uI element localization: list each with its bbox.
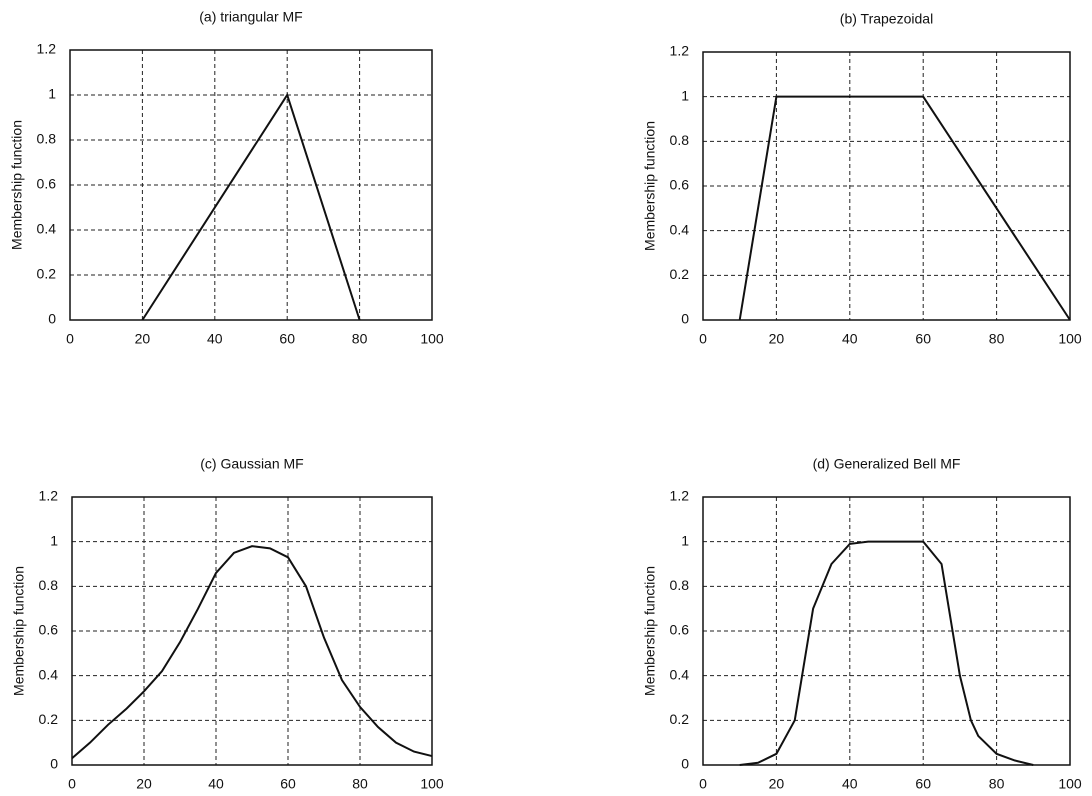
figure: (a) triangular MF Membership function 0 0.2… [0,0,1092,796]
x-tick-label: 20 [769,331,785,347]
x-tick-label: 60 [280,776,296,792]
x-tick-label: 0 [68,776,76,792]
y-tick-label: 1.2 [670,488,690,504]
y-tick-label: 0.8 [670,132,690,148]
x-tick-label: 0 [66,331,74,347]
chart-title: (c) Gaussian MF [200,456,303,472]
y-tick-label: 1 [50,532,58,548]
x-tick-label: 60 [915,331,931,347]
y-tick-label: 0.6 [39,622,59,638]
line-series [142,95,359,320]
y-tick-label: 0.2 [670,266,690,282]
line-series [740,542,1034,765]
x-tick-label: 80 [352,776,368,792]
x-tick-label: 100 [1058,331,1082,347]
y-tick-label: 0.4 [670,221,690,237]
x-tick-label: 0 [699,331,707,347]
y-tick-label: 0.2 [37,266,57,282]
y-tick-label: 0 [681,756,689,772]
y-tick-label: 1 [681,532,689,548]
y-tick-label: 0 [50,756,58,772]
y-tick-label: 0.6 [670,177,690,193]
x-tick-label: 40 [842,331,858,347]
y-tick-label: 1.2 [670,43,690,59]
y-tick-label: 0 [48,311,56,327]
x-tick-label: 100 [1058,776,1082,792]
y-tick-label: 1 [48,86,56,102]
x-tick-label: 60 [279,331,295,347]
y-axis-label: Membership function [9,120,25,250]
x-tick-label: 40 [842,776,858,792]
line-series [740,97,1070,320]
chart-title: (b) Trapezoidal [840,11,933,27]
y-tick-label: 0.6 [670,622,690,638]
y-tick-label: 0.6 [37,176,57,192]
x-tick-label: 80 [352,331,368,347]
x-tick-label: 80 [989,331,1005,347]
x-tick-label: 80 [989,776,1005,792]
x-tick-label: 0 [699,776,707,792]
x-tick-label: 60 [915,776,931,792]
y-tick-label: 0.2 [670,711,690,727]
chart-title: (a) triangular MF [199,9,302,25]
plot-frame [70,50,432,320]
y-tick-label: 0.8 [37,131,57,147]
y-tick-label: 1 [681,87,689,103]
y-tick-label: 1.2 [37,41,57,57]
y-axis-label: Membership function [642,121,658,251]
y-axis-label: Membership function [642,566,658,696]
x-tick-label: 100 [420,776,444,792]
plot-frame [72,497,432,765]
x-tick-label: 20 [135,331,151,347]
y-tick-label: 1.2 [39,488,59,504]
x-tick-label: 100 [420,331,444,347]
y-tick-label: 0.8 [39,577,59,593]
chart-title: (d) Generalized Bell MF [813,456,961,472]
x-tick-label: 40 [208,776,224,792]
y-axis-label: Membership function [11,566,27,696]
x-tick-label: 40 [207,331,223,347]
y-tick-label: 0.4 [37,221,57,237]
y-tick-label: 0 [681,311,689,327]
line-series [72,546,432,758]
y-tick-label: 0.2 [39,711,59,727]
y-tick-label: 0.4 [670,666,690,682]
y-tick-label: 0.4 [39,666,59,682]
x-tick-label: 20 [136,776,152,792]
x-tick-label: 20 [769,776,785,792]
y-tick-label: 0.8 [670,577,690,593]
